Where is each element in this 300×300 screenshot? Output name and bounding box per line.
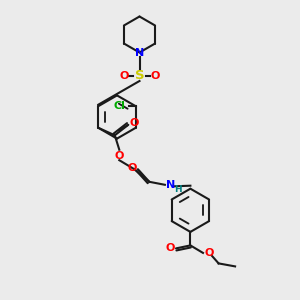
Text: S: S — [135, 69, 144, 82]
Text: O: O — [150, 70, 160, 81]
Text: O: O — [165, 243, 175, 254]
Text: Cl: Cl — [114, 101, 126, 111]
Text: O: O — [119, 70, 129, 81]
Text: O: O — [127, 163, 136, 173]
Text: O: O — [129, 118, 138, 128]
Text: O: O — [204, 248, 214, 258]
Text: H: H — [174, 185, 181, 194]
Text: N: N — [166, 180, 176, 190]
Text: O: O — [115, 151, 124, 161]
Text: N: N — [135, 47, 144, 58]
